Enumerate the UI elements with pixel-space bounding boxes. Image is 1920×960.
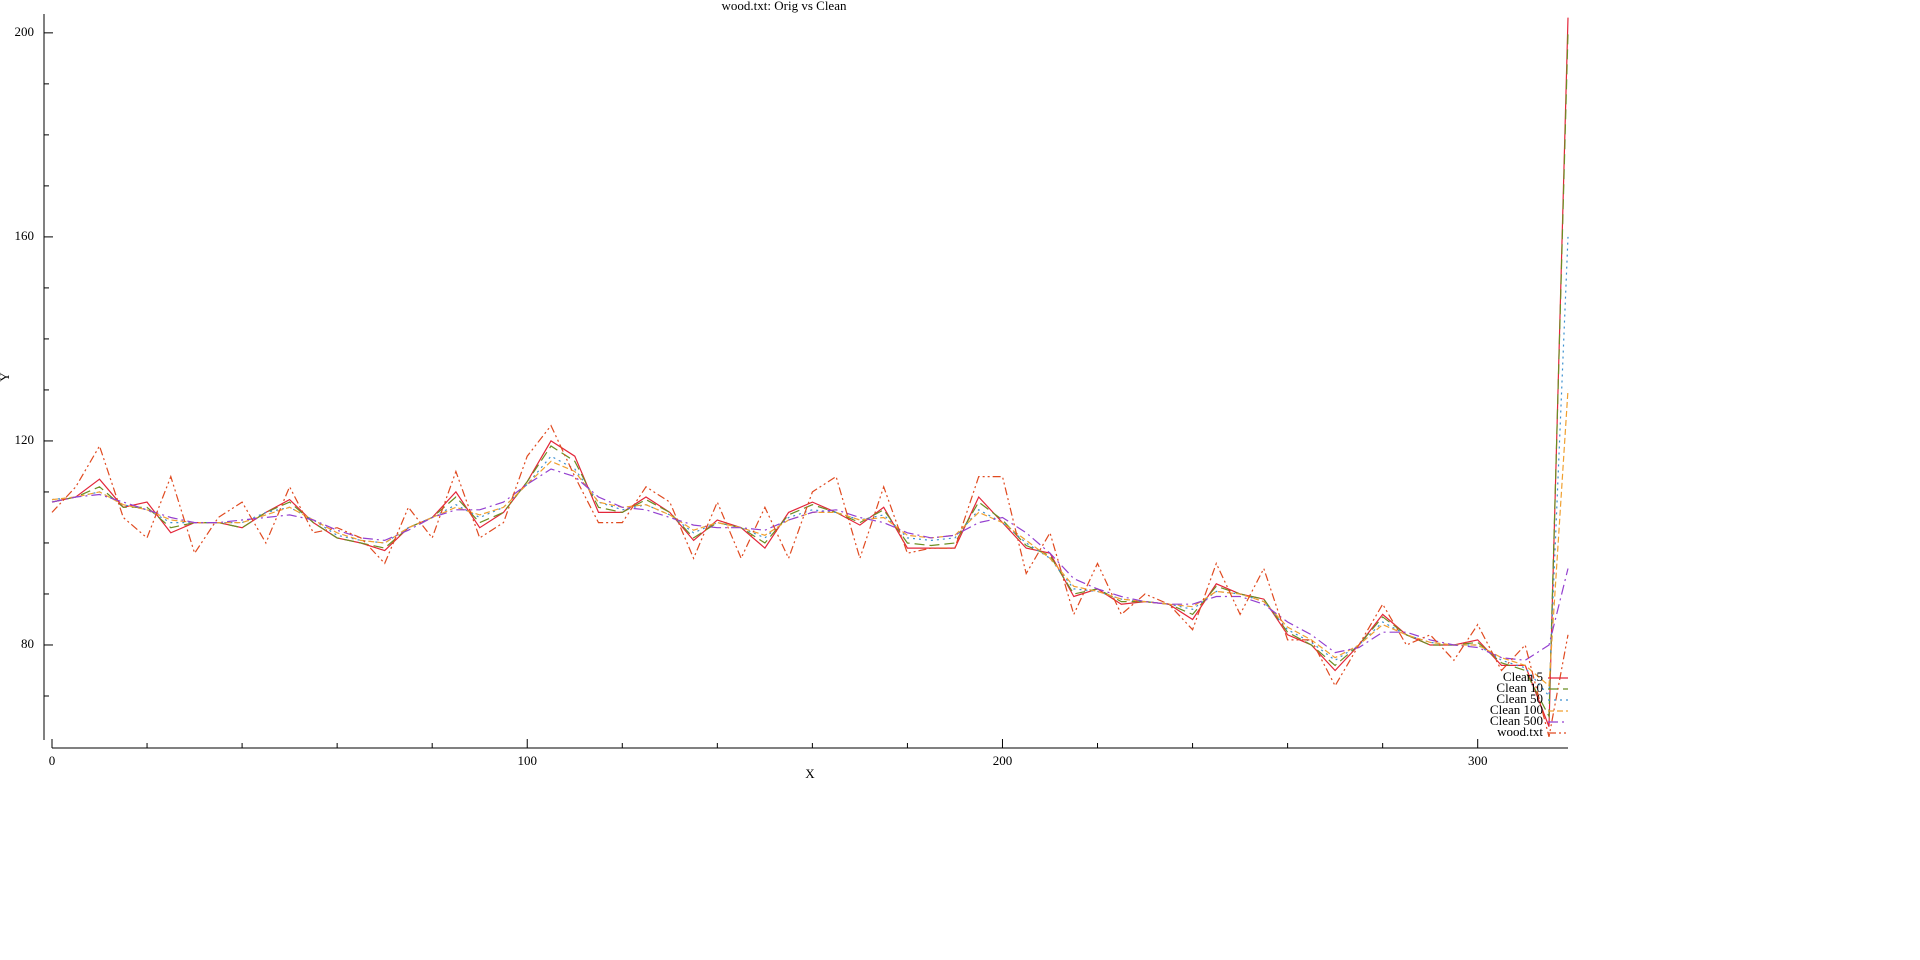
legend-label: Clean 10 (1496, 680, 1543, 695)
y-tick-label: 160 (15, 228, 35, 243)
legend-label: wood.txt (1497, 724, 1543, 739)
y-tick-label: 120 (15, 432, 35, 447)
series-line (51, 32, 1569, 719)
legend-label: Clean 500 (1490, 713, 1543, 728)
chart-title: wood.txt: Orig vs Clean (722, 0, 847, 13)
series-line (51, 17, 1569, 727)
y-tick-label: 80 (21, 636, 34, 651)
x-tick-label: 100 (517, 753, 537, 768)
x-tick-label: 200 (993, 753, 1013, 768)
y-axis-label: Y (0, 372, 12, 382)
legend-label: Clean 100 (1490, 702, 1543, 717)
x-tick-label: 0 (49, 753, 56, 768)
x-axis-label: X (805, 766, 815, 781)
series-line (51, 424, 1569, 737)
y-tick-label: 200 (15, 24, 35, 39)
legend-label: Clean 50 (1496, 691, 1543, 706)
plot-area (51, 17, 1569, 737)
series-line (51, 468, 1569, 661)
x-tick-label: 300 (1468, 753, 1488, 768)
legend-label: Clean 5 (1503, 669, 1543, 684)
